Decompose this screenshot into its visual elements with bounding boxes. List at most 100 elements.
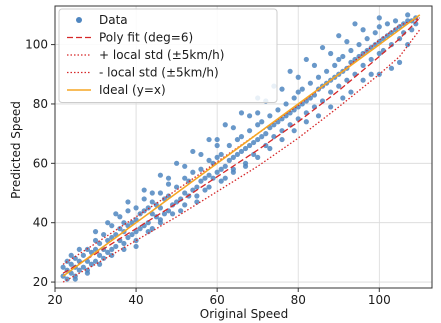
- data-point: [84, 270, 91, 276]
- data-point: [149, 190, 155, 196]
- data-point: [392, 18, 399, 24]
- data-point: [348, 47, 354, 54]
- data-point: [388, 65, 395, 71]
- data-point: [133, 205, 139, 211]
- data-point: [238, 134, 245, 140]
- data-point: [234, 136, 241, 143]
- data-point: [234, 151, 241, 158]
- data-point: [328, 104, 334, 110]
- data-point: [267, 113, 273, 119]
- data-point: [246, 128, 253, 134]
- data-point: [64, 258, 70, 264]
- data-point: [360, 27, 366, 33]
- data-point: [242, 145, 249, 152]
- data-point: [307, 80, 313, 86]
- series-line-4: [62, 14, 421, 277]
- data-point: [255, 154, 261, 160]
- data-point: [182, 163, 188, 169]
- data-point: [214, 154, 220, 160]
- data-point: [242, 163, 249, 169]
- data-point: [149, 199, 155, 205]
- data-point: [324, 68, 330, 74]
- data-point: [405, 41, 411, 48]
- data-point: [194, 193, 200, 199]
- data-point: [222, 163, 228, 169]
- x-tick-label: 40: [128, 293, 143, 307]
- legend-label: + local std (±5km/h): [99, 48, 224, 62]
- data-point: [263, 142, 269, 149]
- data-point: [169, 211, 176, 217]
- data-point: [101, 231, 107, 238]
- axis-ticks: 20 40 60 80 100 20 40 60 80 100: [25, 38, 391, 307]
- data-point: [336, 33, 342, 39]
- x-tick-label: 20: [47, 293, 62, 307]
- data-point: [315, 74, 322, 80]
- data-point: [145, 220, 151, 226]
- data-point: [283, 101, 289, 107]
- data-point: [157, 190, 163, 196]
- data-point: [271, 134, 277, 140]
- data-point: [303, 56, 309, 63]
- data-point: [251, 139, 257, 146]
- data-point: [238, 110, 245, 116]
- data-point: [279, 86, 285, 92]
- data-point: [344, 77, 350, 83]
- data-point: [88, 261, 95, 267]
- data-point: [194, 199, 200, 205]
- data-point: [303, 119, 309, 125]
- data-point: [190, 169, 196, 175]
- data-point: [340, 53, 346, 60]
- data-point: [295, 74, 301, 80]
- data-point: [230, 169, 236, 175]
- data-point: [64, 276, 70, 282]
- data-point: [68, 261, 74, 267]
- data-point: [101, 255, 107, 261]
- data-point: [230, 125, 236, 131]
- data-point: [376, 24, 382, 30]
- data-point: [92, 237, 99, 244]
- data-point: [113, 211, 119, 217]
- data-point: [214, 169, 220, 175]
- data-point: [133, 243, 139, 250]
- data-point: [267, 145, 273, 152]
- data-point: [157, 220, 163, 226]
- data-point: [121, 246, 127, 253]
- y-tick-label: 100: [25, 38, 48, 52]
- data-point: [396, 59, 403, 65]
- data-point: [279, 136, 285, 143]
- series-line-2: [62, 17, 421, 265]
- data-point: [360, 62, 366, 68]
- data-point: [214, 142, 220, 149]
- data-point: [60, 264, 66, 270]
- data-point: [255, 122, 261, 128]
- data-point: [299, 86, 305, 92]
- data-point: [222, 175, 228, 181]
- data-point: [348, 89, 354, 95]
- data-point: [238, 148, 245, 155]
- data-point: [295, 89, 301, 95]
- data-point: [291, 128, 297, 134]
- data-point: [117, 214, 123, 220]
- data-point: [336, 83, 342, 89]
- data-point: [218, 166, 224, 172]
- data-point: [259, 119, 265, 125]
- data-point: [149, 226, 155, 232]
- data-point: [251, 151, 257, 158]
- data-point: [96, 252, 103, 258]
- data-point: [388, 41, 395, 48]
- data-point: [80, 252, 86, 258]
- legend-item: - local std (±5km/h): [67, 66, 219, 80]
- data-point: [352, 21, 358, 27]
- x-tick-label: 60: [210, 293, 225, 307]
- data-point: [133, 229, 139, 235]
- data-point: [206, 172, 212, 178]
- legend-marker: [76, 17, 82, 23]
- data-point: [121, 240, 127, 247]
- data-point: [214, 136, 220, 143]
- data-point: [255, 110, 261, 116]
- data-point: [315, 113, 322, 119]
- data-point: [246, 113, 253, 119]
- data-point: [336, 56, 342, 63]
- data-point: [141, 187, 147, 193]
- data-point: [218, 151, 224, 158]
